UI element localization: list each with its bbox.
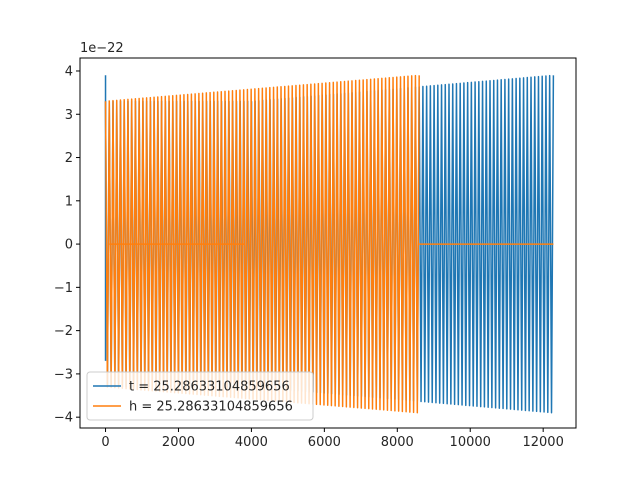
- series-h-oscillation: [104, 74, 420, 414]
- y-tick-label: 2: [65, 151, 73, 166]
- y-tick-label: 3: [65, 108, 73, 123]
- x-tick-label: 0: [101, 435, 109, 450]
- y-tick-label: 1: [65, 194, 73, 209]
- y-tick-label: −4: [54, 411, 73, 426]
- y-axis: −4 −3 −2 −1 0 1 2 3 4: [54, 64, 80, 426]
- series-h: [104, 74, 554, 414]
- x-tick-label: 10000: [450, 435, 491, 450]
- plot-frame: [79, 57, 577, 429]
- y-tick-label: −3: [54, 367, 73, 382]
- legend-label: t = 25.28633104859656: [129, 380, 290, 395]
- x-axis: 0 2000 4000 6000 8000 10000 12000: [101, 428, 564, 450]
- y-tick-label: −1: [54, 281, 73, 296]
- legend-box: [86, 371, 314, 421]
- x-tick-label: 12000: [522, 435, 563, 450]
- x-tick-label: 6000: [308, 435, 341, 450]
- legend: t = 25.28633104859656 h = 25.286331048596…: [86, 371, 314, 421]
- x-tick-label: 4000: [235, 435, 268, 450]
- y-tick-label: −2: [54, 324, 73, 339]
- y-tick-label: 4: [65, 64, 73, 79]
- y-tick-label: 0: [65, 238, 73, 253]
- y-offset-label: 1e−22: [80, 41, 124, 56]
- x-tick-label: 8000: [381, 435, 414, 450]
- x-tick-label: 2000: [162, 435, 195, 450]
- legend-label: h = 25.28633104859656: [129, 400, 293, 415]
